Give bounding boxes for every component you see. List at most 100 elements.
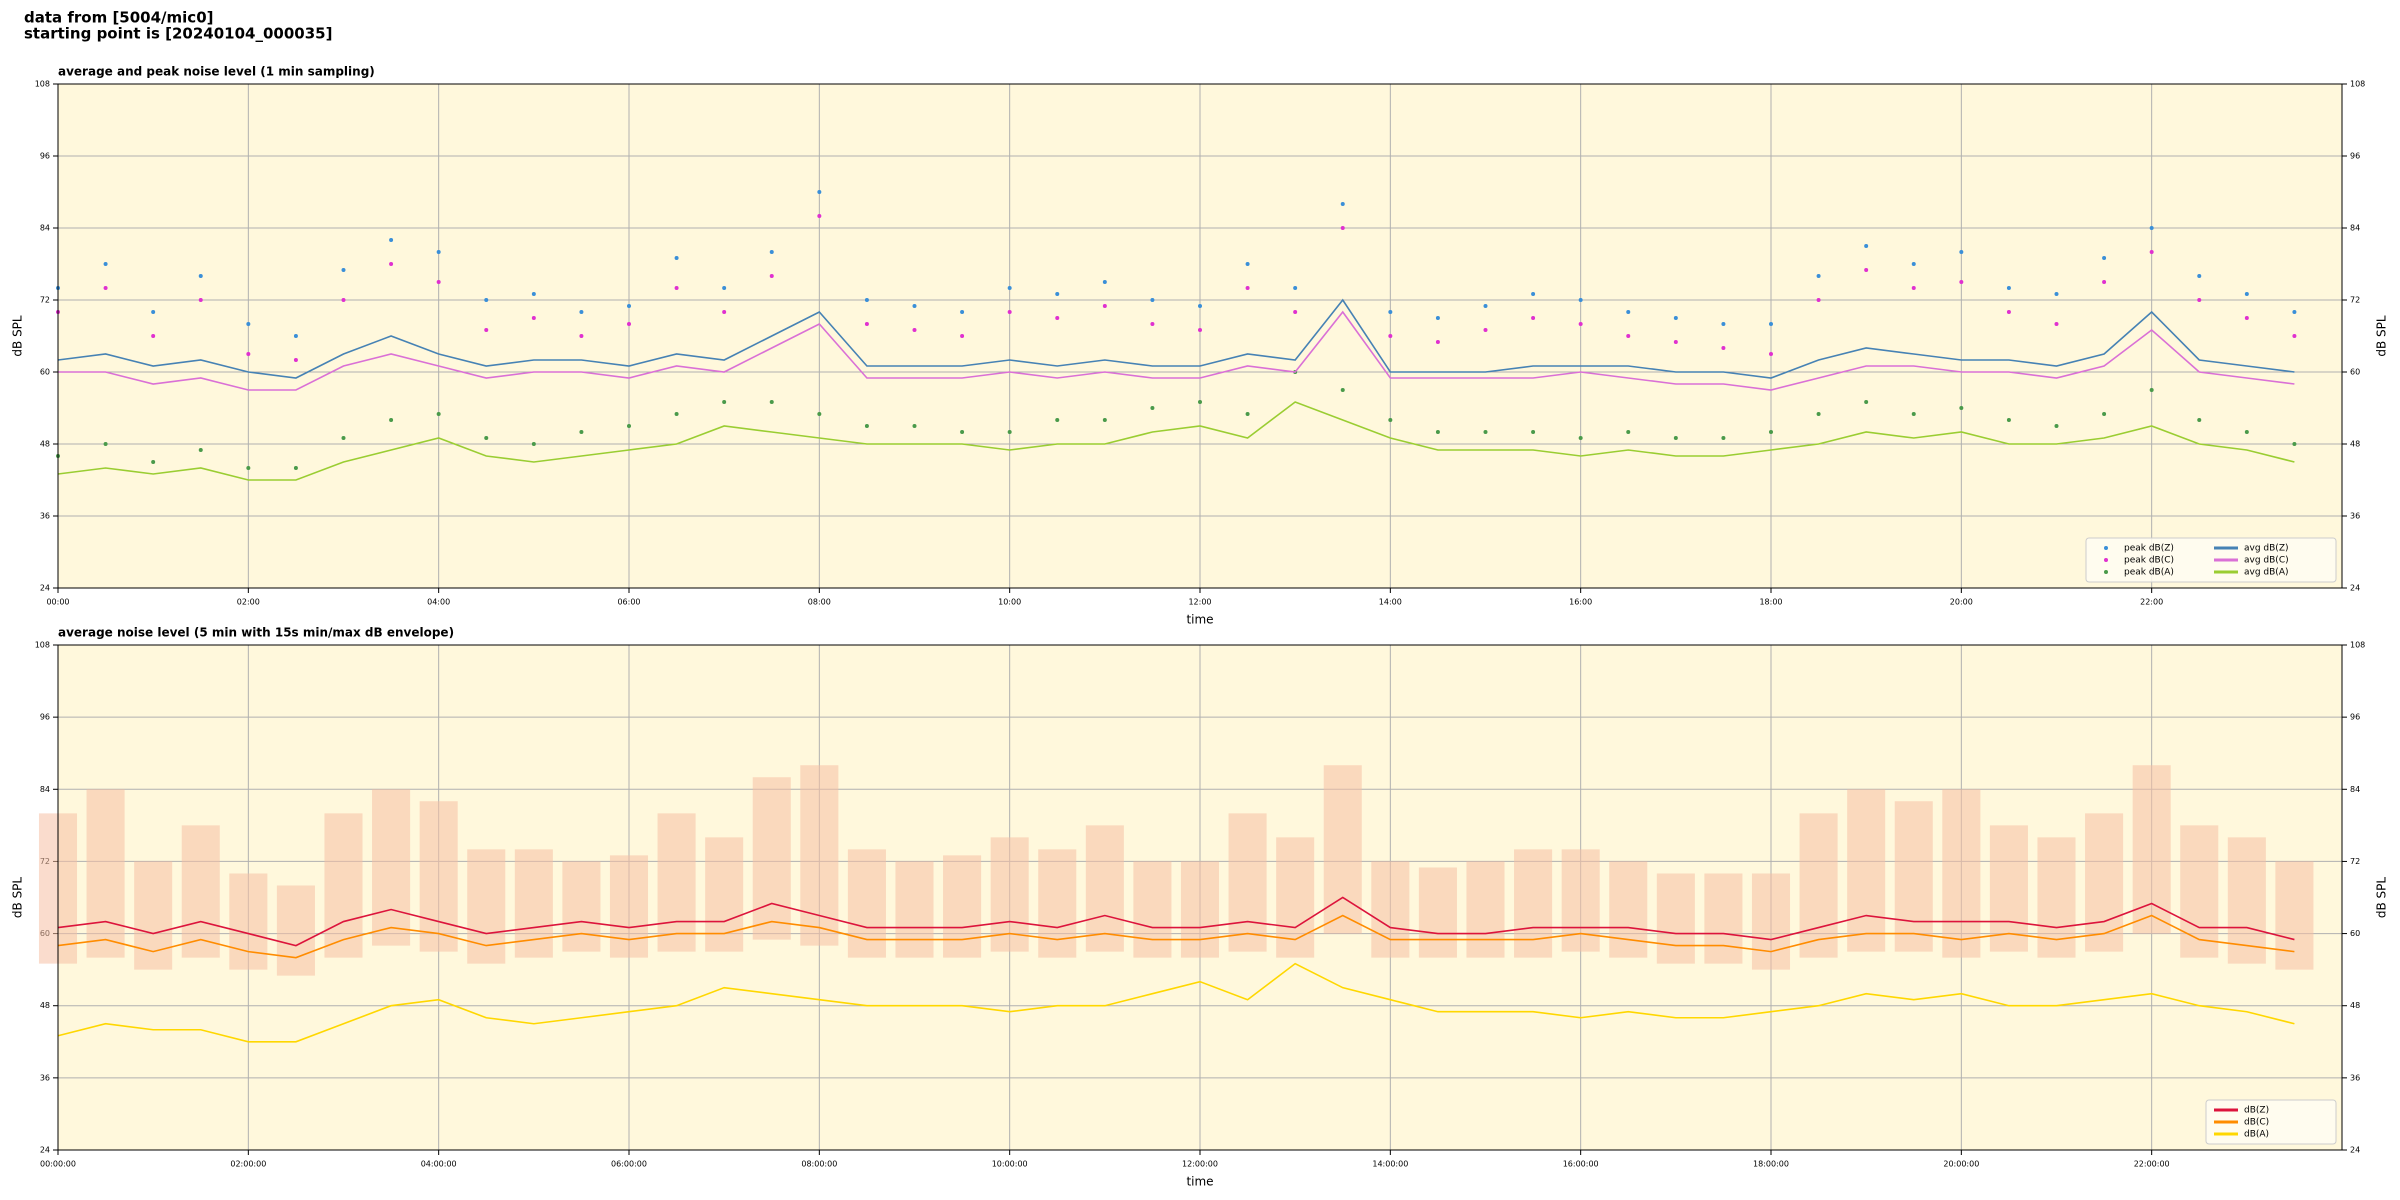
- peak-point: [2149, 250, 2154, 254]
- y-axis-label: dB SPL: [11, 877, 25, 919]
- peak-point: [1578, 436, 1583, 440]
- peak-point: [2006, 286, 2011, 290]
- peak-point: [2197, 418, 2202, 422]
- peak-point: [1769, 322, 1773, 326]
- x-tick-label: 20:00: [1950, 598, 1973, 607]
- peak-point: [2149, 388, 2154, 392]
- y-tick-label: 72: [40, 296, 50, 305]
- peak-point: [817, 214, 822, 218]
- legend-label: avg dB(C): [2244, 556, 2289, 566]
- series-line: [57, 298, 2295, 379]
- peak-point: [2292, 442, 2297, 446]
- peak-point: [1626, 430, 1631, 434]
- peak-point: [484, 328, 489, 332]
- peak-point: [1531, 292, 1536, 296]
- peak-point: [1721, 436, 1726, 440]
- peak-point: [436, 250, 441, 254]
- x-tick-label: 22:00: [2140, 598, 2163, 607]
- x-tick-label: 02:00: [237, 598, 260, 607]
- peak-point: [1055, 316, 1060, 320]
- peak-point: [436, 412, 441, 416]
- peak-point: [1340, 388, 1345, 392]
- x-tick-label: 06:00: [617, 598, 640, 607]
- peak-point: [246, 322, 251, 326]
- peak-point: [1673, 436, 1678, 440]
- x-tick-label: 12:00:00: [1182, 1160, 1218, 1169]
- peak-point: [1626, 334, 1631, 338]
- peak-point: [198, 448, 203, 452]
- peak-point: [1102, 280, 1107, 284]
- peak-point: [389, 262, 394, 266]
- legend-box: [2205, 1099, 2337, 1145]
- x-tick-label: 04:00: [427, 598, 450, 607]
- y2-tick-label: 96: [2350, 713, 2360, 722]
- peak-point: [1293, 286, 1298, 290]
- peak-point: [1673, 340, 1678, 344]
- y-tick-label: 96: [40, 713, 50, 722]
- peak-point: [1816, 274, 1821, 278]
- y-tick-label: 60: [40, 368, 50, 377]
- peak-point: [1626, 310, 1631, 314]
- peak-point: [1388, 334, 1393, 338]
- plot-frame: [57, 644, 2343, 1151]
- peak-point: [436, 280, 441, 284]
- peak-point: [912, 424, 917, 428]
- peak-point: [722, 400, 727, 404]
- peak-point: [2054, 424, 2059, 428]
- peak-point: [1483, 328, 1488, 332]
- peak-point: [1864, 400, 1869, 404]
- peak-point: [960, 430, 965, 434]
- legend-label: peak dB(A): [2124, 568, 2174, 578]
- peak-point: [1007, 310, 1012, 314]
- peak-point: [1911, 262, 1916, 266]
- peak-point: [769, 400, 774, 404]
- y2-axis-label: dB SPL: [2375, 315, 2389, 357]
- y2-tick-label: 72: [2350, 857, 2360, 866]
- y2-tick-label: 108: [2350, 80, 2365, 89]
- peak-point: [293, 466, 298, 470]
- peak-point: [531, 316, 536, 320]
- peak-point: [2244, 292, 2249, 296]
- peak-point: [2197, 274, 2202, 278]
- legend-swatch: [2104, 558, 2108, 562]
- y2-axis-label: dB SPL: [2375, 877, 2389, 919]
- peak-point: [1150, 322, 1155, 326]
- x-tick-label: 08:00: [808, 598, 831, 607]
- y2-tick-label: 24: [2350, 584, 2360, 593]
- peak-point: [1769, 430, 1773, 434]
- peak-point: [246, 466, 251, 470]
- peak-point: [151, 460, 156, 464]
- legend-box: [2085, 537, 2337, 583]
- legend-label: peak dB(C): [2124, 556, 2174, 566]
- peak-point: [1769, 352, 1773, 356]
- peak-point: [1435, 430, 1440, 434]
- peak-point: [1816, 298, 1821, 302]
- peak-point: [2244, 316, 2249, 320]
- peak-point: [2149, 226, 2154, 230]
- peak-point: [151, 310, 156, 314]
- legend-label: peak dB(Z): [2124, 544, 2174, 554]
- peak-point: [1293, 310, 1298, 314]
- legend-label: dB(C): [2244, 1118, 2269, 1128]
- peak-point: [2102, 256, 2107, 260]
- series-line: [57, 401, 2295, 481]
- peak-point: [2006, 310, 2011, 314]
- x-tick-label: 18:00:00: [1753, 1160, 1789, 1169]
- y2-tick-label: 48: [2350, 440, 2360, 449]
- peak-point: [769, 250, 774, 254]
- peak-point: [103, 262, 108, 266]
- peak-point: [1007, 430, 1012, 434]
- header-line: data from [5004/mic0]: [24, 9, 214, 27]
- y2-tick-label: 84: [2350, 224, 2360, 233]
- y2-tick-label: 60: [2350, 368, 2360, 377]
- peak-point: [2197, 298, 2202, 302]
- peak-point: [1864, 268, 1869, 272]
- peak-point: [1055, 292, 1060, 296]
- peak-point: [2102, 412, 2107, 416]
- x-tick-label: 20:00:00: [1943, 1160, 1979, 1169]
- peak-point: [1340, 202, 1345, 206]
- peak-point: [1959, 280, 1964, 284]
- x-tick-label: 16:00: [1569, 598, 1592, 607]
- y-tick-label: 108: [35, 80, 50, 89]
- peak-point: [1245, 262, 1250, 266]
